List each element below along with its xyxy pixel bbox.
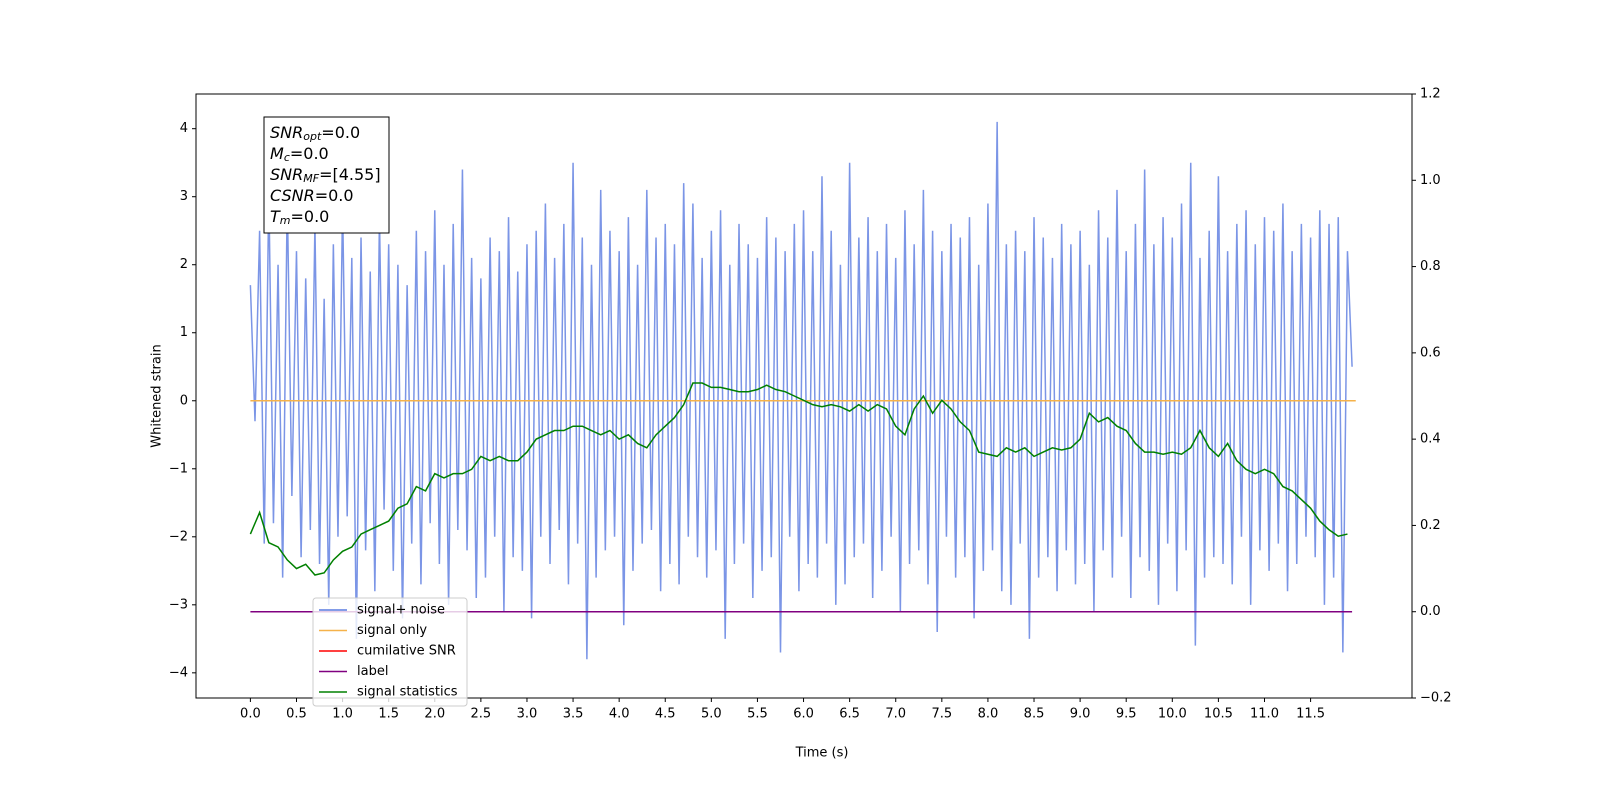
- x-tick-label: 8.5: [1024, 707, 1045, 722]
- info-symbol: CSNR: [270, 186, 315, 205]
- legend-frame: [312, 597, 468, 707]
- y-axis-label: Whitened strain: [150, 344, 165, 447]
- x-tick-label: 5.5: [747, 707, 768, 722]
- y2-tick-label: 0.2: [1420, 518, 1441, 533]
- x-tick-label: 1.0: [332, 707, 353, 722]
- info-subscript: opt: [303, 130, 322, 143]
- info-subscript: m: [280, 214, 291, 227]
- x-tick-label: 5.0: [701, 707, 722, 722]
- x-tick-label: 9.0: [1070, 707, 1091, 722]
- y2-tick-label: 0.0: [1420, 604, 1441, 619]
- x-tick-label: 6.5: [839, 707, 860, 722]
- x-tick-label: 6.0: [793, 707, 814, 722]
- y2-tick-label: 1.0: [1420, 173, 1441, 188]
- y-tick-label: 1: [180, 325, 188, 340]
- x-tick-label: 3.5: [563, 707, 584, 722]
- x-tick-label: 0.0: [240, 707, 261, 722]
- x-tick-label: 9.5: [1116, 707, 1137, 722]
- x-tick-label: 2.5: [471, 707, 492, 722]
- info-subscript: MF: [303, 172, 319, 185]
- x-tick-label: 2.0: [424, 707, 445, 722]
- series-line: [249, 382, 1348, 576]
- info-line: Tm=0.0: [270, 207, 329, 228]
- info-box-frame: [263, 116, 390, 234]
- info-value: =[4.55]: [319, 165, 381, 184]
- info-line: SNRMF=[4.55]: [270, 165, 381, 186]
- legend-label: cumilative SNR: [357, 644, 456, 659]
- x-tick-label: 10.5: [1204, 707, 1233, 722]
- legend-label: signal statistics: [357, 685, 458, 700]
- legend-label: signal+ noise: [357, 603, 445, 618]
- legend: signal+ noise signal only cumilative SNR la…: [312, 597, 468, 707]
- x-tick-label: 4.0: [609, 707, 630, 722]
- y-tick-label: 2: [180, 257, 188, 272]
- x-tick-label: 8.0: [978, 707, 999, 722]
- info-symbol: SNR: [270, 123, 303, 142]
- y-tick-label: −4: [169, 665, 188, 680]
- x-tick-label: 11.5: [1296, 707, 1325, 722]
- y-tick-label: −2: [169, 529, 188, 544]
- y-tick-label: 0: [180, 393, 188, 408]
- info-subscript: c: [284, 151, 290, 164]
- x-tick-label: 10.0: [1158, 707, 1187, 722]
- legend-label: signal only: [357, 623, 427, 638]
- info-value: =0.0: [321, 123, 360, 142]
- y2-tick-label: 0.4: [1420, 432, 1441, 447]
- x-tick-label: 4.5: [655, 707, 676, 722]
- x-tick-label: 7.0: [885, 707, 906, 722]
- y-tick-label: 4: [180, 121, 188, 136]
- x-tick-label: 11.0: [1250, 707, 1279, 722]
- info-line: Mc=0.0: [270, 144, 329, 165]
- legend-label: label: [357, 664, 388, 679]
- y2-tick-label: 1.2: [1420, 87, 1441, 102]
- x-tick-label: 0.5: [286, 707, 307, 722]
- x-tick-label: 1.5: [378, 707, 399, 722]
- x-tick-label: 3.0: [517, 707, 538, 722]
- info-value: =0.0: [315, 186, 354, 205]
- info-value: =0.0: [290, 144, 329, 163]
- info-symbol: T: [270, 207, 281, 226]
- info-line: CSNR=0.0: [270, 186, 354, 205]
- x-tick-label: 7.5: [931, 707, 952, 722]
- y-tick-label: −3: [169, 597, 188, 612]
- info-value: =0.0: [291, 207, 330, 226]
- y-tick-label: 3: [180, 189, 188, 204]
- x-axis-label: Time (s): [795, 746, 849, 761]
- y2-tick-label: −0.2: [1420, 691, 1452, 706]
- info-symbol: SNR: [270, 165, 303, 184]
- info-line: SNRopt=0.0: [270, 123, 360, 144]
- info-symbol: M: [270, 144, 284, 163]
- y2-tick-label: 0.8: [1420, 259, 1441, 274]
- info-box: SNRopt=0.0Mc=0.0SNRMF=[4.55]CSNR=0.0Tm=0…: [263, 116, 390, 234]
- y-tick-label: −1: [169, 461, 188, 476]
- y2-tick-label: 0.6: [1420, 345, 1441, 360]
